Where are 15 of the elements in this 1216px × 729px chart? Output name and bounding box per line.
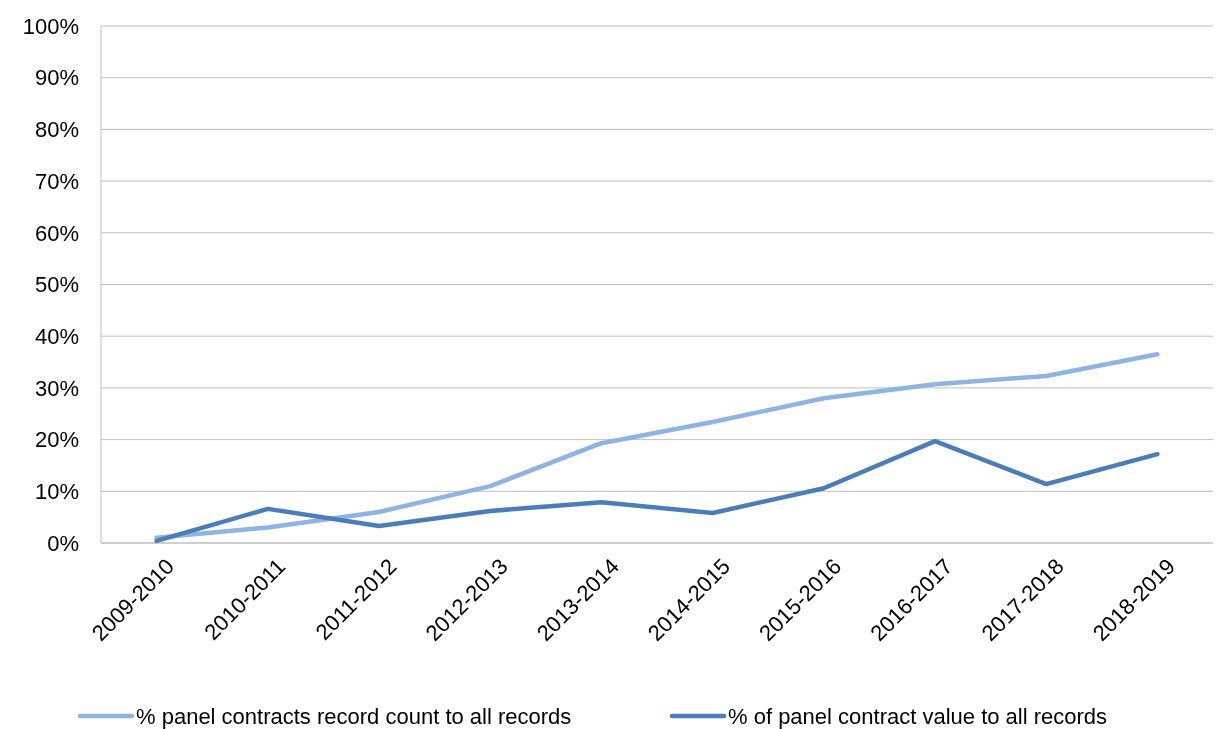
y-tick-label: 20% [34, 427, 79, 453]
y-tick-label: 30% [34, 375, 79, 401]
y-tick-label: 90% [34, 65, 79, 91]
line-series [154, 438, 1160, 544]
y-tick-label: 40% [34, 323, 79, 349]
y-tick-label: 50% [34, 272, 79, 298]
line-series [154, 352, 1160, 541]
y-tick-label: 60% [34, 220, 79, 246]
legend-label: % of panel contract value to all records [728, 703, 1108, 729]
y-tick-label: 70% [34, 168, 79, 194]
y-tick-label: 10% [34, 479, 79, 504]
y-tick-label: 100% [22, 13, 79, 39]
y-tick-label: 0% [47, 530, 79, 556]
y-tick-label: 80% [34, 117, 79, 143]
legend-label: % panel contracts record count to all records [136, 703, 572, 729]
